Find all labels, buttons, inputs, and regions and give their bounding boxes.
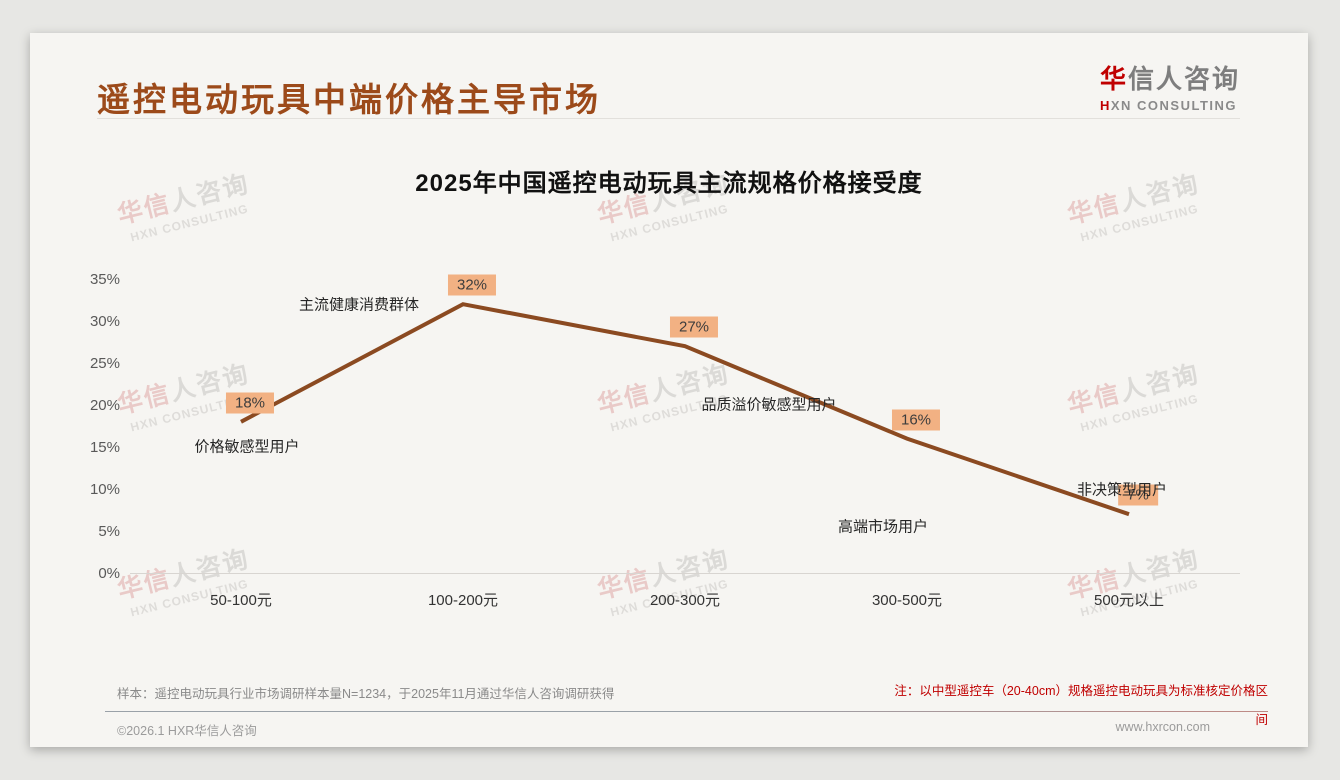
y-axis-tick: 0% (98, 565, 120, 582)
data-label: 18% (225, 392, 275, 414)
logo-en: HXN CONSULTING (1099, 98, 1238, 113)
segment-annotation: 高端市场用户 (837, 518, 929, 536)
line-series (240, 302, 1130, 517)
segment-annotation: 价格敏感型用户 (194, 438, 300, 456)
data-label: 16% (891, 409, 941, 431)
slide-card: 遥控电动玩具中端价格主导市场 华信人咨询 HXN CONSULTING 华信人咨… (30, 33, 1308, 747)
method-footnote: 注：以中型遥控车（20-40cm）规格遥控电动玩具为标准核定价格区 间 (894, 684, 1268, 727)
y-axis-tick: 30% (89, 313, 120, 330)
website-url: www.hxrcon.com (1115, 720, 1210, 734)
x-axis-tick: 500元以上 (1093, 592, 1165, 609)
company-logo: 华信人咨询 HXN CONSULTING (1100, 59, 1240, 113)
data-label: 27% (669, 316, 719, 338)
page-title: 遥控电动玩具中端价格主导市场 (97, 81, 601, 118)
header-divider (97, 118, 1240, 119)
segment-annotation: 主流健康消费群体 (298, 296, 420, 314)
x-axis-tick: 300-500元 (871, 592, 943, 609)
data-label: 7% (1118, 484, 1158, 506)
segment-annotation: 品质溢价敏感型用户 (701, 396, 837, 414)
y-axis-tick: 35% (89, 271, 120, 288)
sample-footnote: 样本：遥控电动玩具行业市场调研样本量N=1234，于2025年11月通过华信人咨… (117, 687, 615, 701)
x-axis-tick: 50-100元 (210, 592, 272, 609)
x-axis-line (130, 573, 1240, 574)
footer-divider (105, 711, 1268, 712)
x-axis-tick: 100-200元 (427, 592, 499, 609)
x-axis-tick: 200-300元 (649, 592, 721, 609)
y-axis-tick: 10% (89, 481, 120, 498)
chart-title: 2025年中国遥控电动玩具主流规格价格接受度 (415, 170, 923, 197)
y-axis-tick: 5% (98, 523, 120, 540)
y-axis-tick: 25% (89, 355, 120, 372)
y-axis-tick: 15% (89, 439, 120, 456)
copyright-text: ©2026.1 HXR华信人咨询 (117, 724, 257, 738)
logo-cn: 华信人咨询 (1099, 64, 1240, 94)
data-label: 32% (447, 274, 497, 296)
y-axis-tick: 20% (89, 397, 120, 414)
segment-annotation: 非决策型用户 (1076, 481, 1168, 499)
